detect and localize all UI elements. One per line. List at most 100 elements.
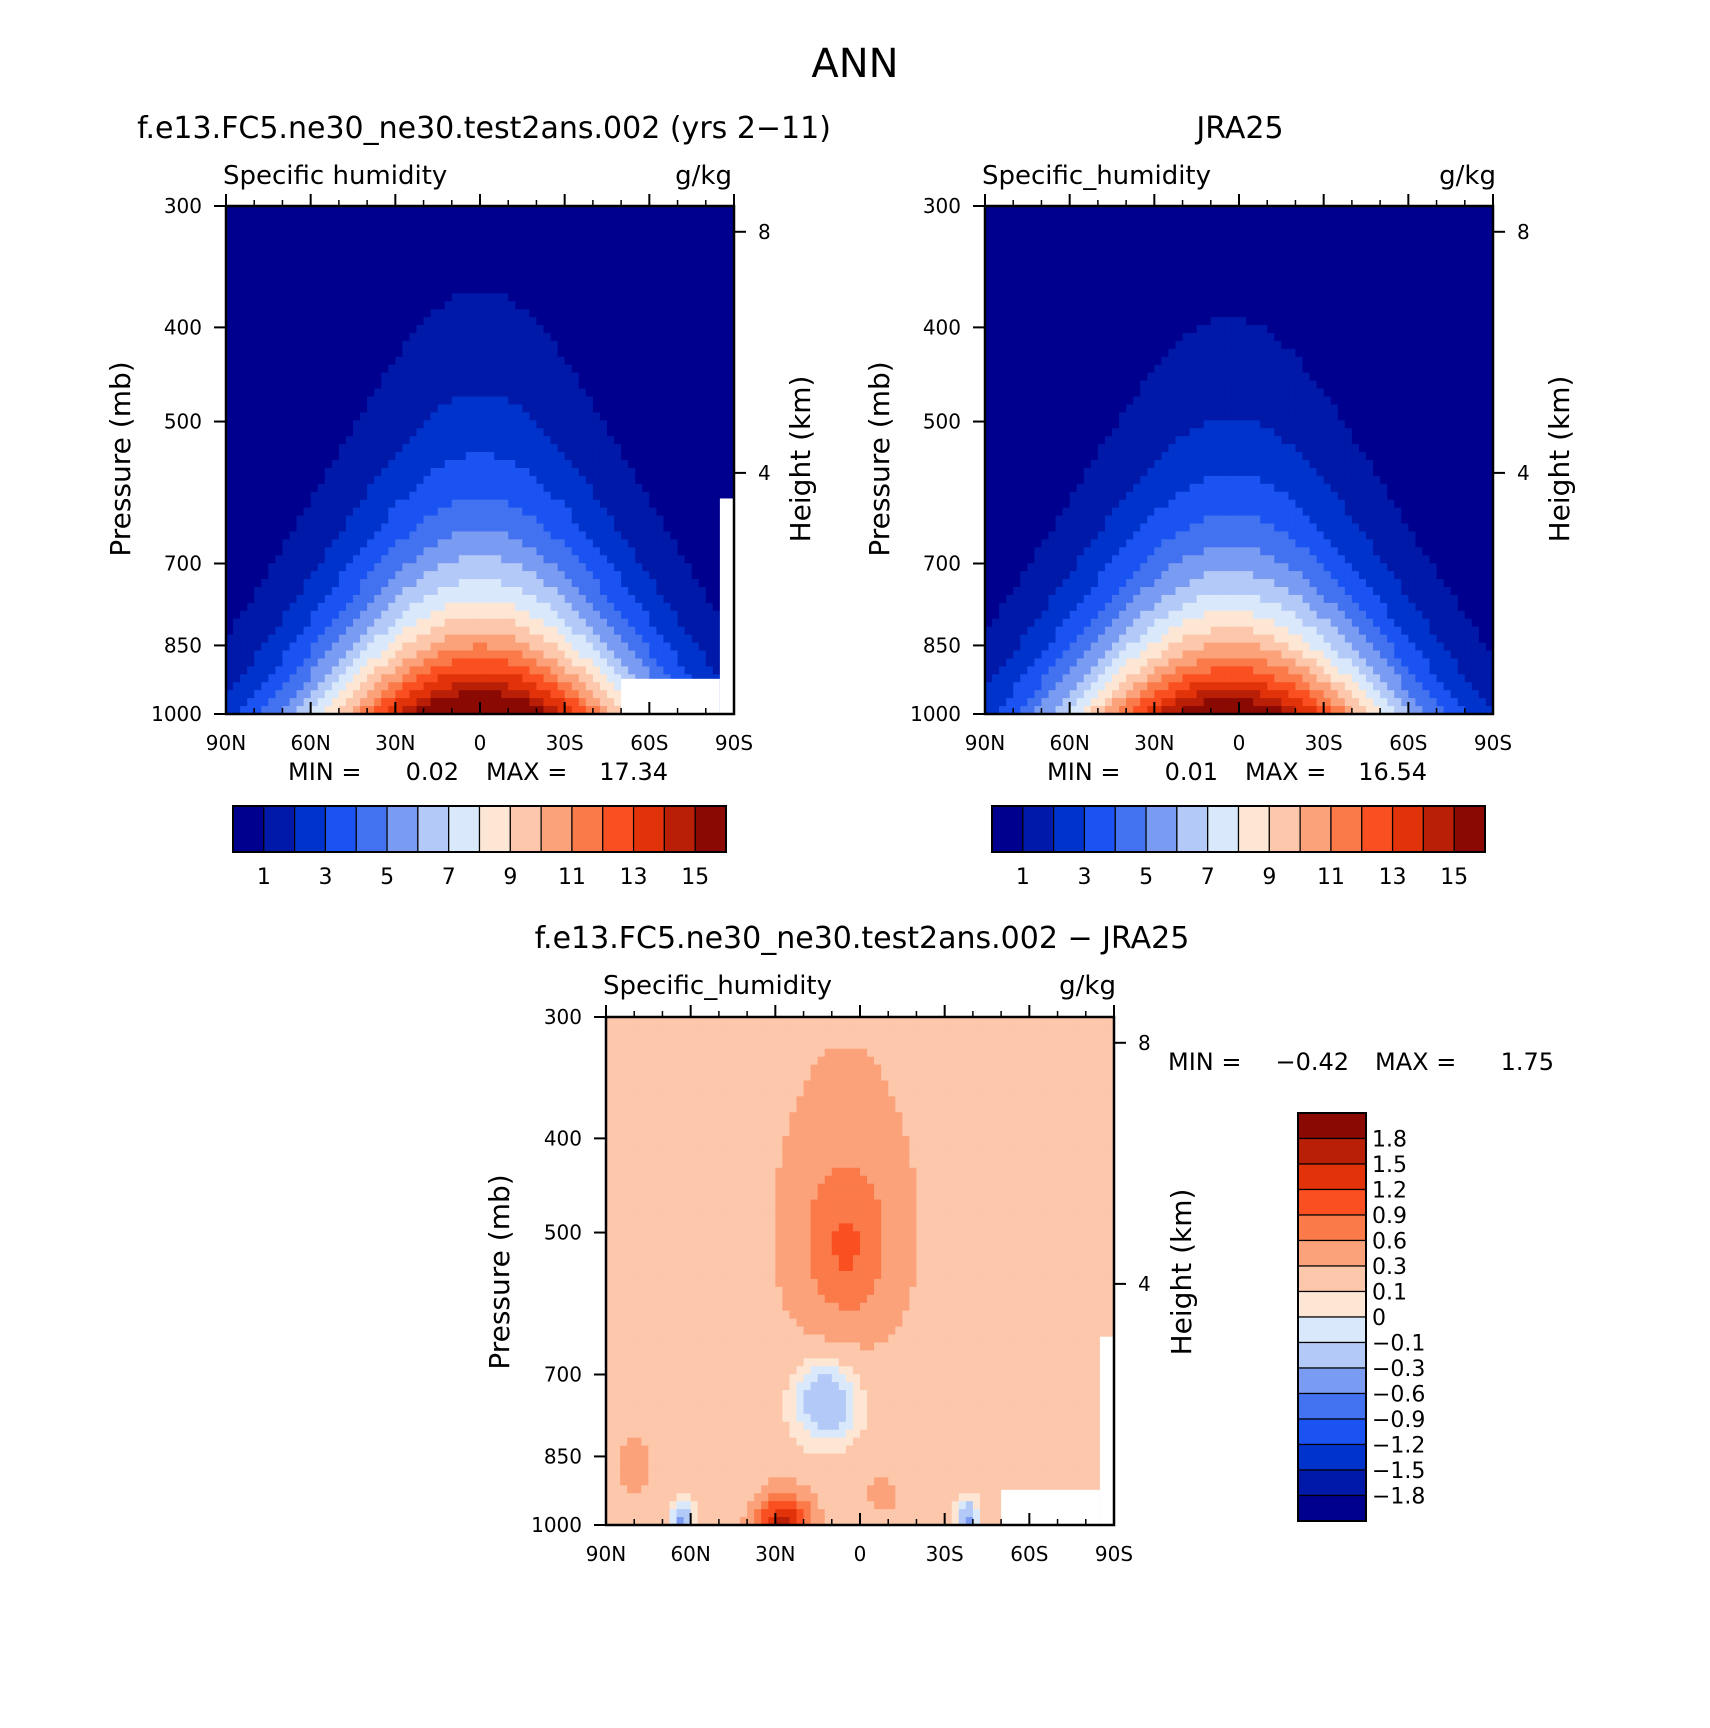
contour-cell <box>226 261 234 271</box>
contour-cell <box>310 372 319 382</box>
contour-cell <box>444 690 453 699</box>
contour-cell <box>233 658 241 667</box>
contour-cell <box>508 325 516 334</box>
contour-cell <box>564 213 573 223</box>
contour-cell <box>487 460 495 469</box>
contour-cell <box>480 293 488 302</box>
contour-cell <box>578 467 587 477</box>
contour-cell <box>451 333 460 342</box>
contour-cell <box>310 285 319 294</box>
contour-cell <box>607 380 615 390</box>
contour-cell <box>621 626 629 636</box>
contour-cell <box>409 706 418 715</box>
contour-cell <box>458 610 467 620</box>
contour-cell <box>402 467 411 477</box>
contour-cell <box>360 571 368 580</box>
contour-cell <box>437 547 446 556</box>
contour-cell <box>592 483 601 493</box>
contour-cell <box>331 356 340 366</box>
contour-cell <box>381 491 389 501</box>
contour-cell <box>494 523 502 533</box>
contour-cell <box>536 285 545 294</box>
contour-cell <box>261 213 269 223</box>
contour-cell <box>656 285 665 294</box>
contour-cell <box>536 277 545 286</box>
contour-cell <box>649 436 657 445</box>
contour-cell <box>607 698 615 707</box>
contour-cell <box>684 388 693 398</box>
contour-cell <box>719 475 728 485</box>
contour-cell <box>585 348 594 358</box>
contour-cell <box>529 587 538 596</box>
contour-cell <box>1027 213 1035 223</box>
contour-cell <box>331 348 340 358</box>
contour-cell <box>465 396 474 406</box>
contour-cell <box>331 650 340 660</box>
contour-cell <box>268 626 276 636</box>
contour-cell <box>1090 229 1099 239</box>
contour-cell <box>642 658 650 667</box>
contour-cell <box>402 396 411 406</box>
contour-cell <box>444 666 453 675</box>
contour-cell <box>578 706 587 715</box>
contour-cell <box>247 618 255 628</box>
contour-cell <box>1126 213 1134 223</box>
contour-cell <box>226 483 234 493</box>
contour-cell <box>289 364 298 374</box>
contour-cell <box>275 340 284 350</box>
contour-cell <box>310 594 319 604</box>
contour-cell <box>444 571 453 580</box>
contour-cell <box>402 475 411 485</box>
contour-cell <box>247 698 255 707</box>
contour-cell <box>564 444 573 453</box>
contour-cell <box>550 515 559 525</box>
contour-cell <box>557 444 566 453</box>
contour-cell <box>268 515 276 525</box>
contour-cell <box>578 428 587 437</box>
contour-cell <box>353 555 361 564</box>
contour-cell <box>494 325 502 334</box>
contour-cell <box>268 642 276 652</box>
contour-cell <box>282 682 291 691</box>
contour-cell <box>374 531 382 540</box>
contour-cell <box>268 221 276 231</box>
contour-cell <box>656 539 665 548</box>
x-tick-label: 90N <box>206 731 246 755</box>
contour-cell <box>381 261 389 271</box>
contour-cell <box>416 261 425 271</box>
contour-cell <box>423 658 432 667</box>
contour-cell <box>324 340 333 350</box>
contour-cell <box>670 547 679 556</box>
contour-cell <box>607 594 615 604</box>
contour-cell <box>677 333 686 342</box>
figure-title: ANN <box>811 41 898 87</box>
contour-cell <box>642 634 650 644</box>
contour-cell <box>444 650 453 660</box>
contour-cell <box>367 317 375 326</box>
contour-cell <box>444 293 453 302</box>
contour-cell <box>571 436 580 445</box>
contour-cell <box>444 436 453 445</box>
contour-cell <box>508 475 516 485</box>
contour-cell <box>423 499 432 509</box>
contour-cell <box>628 563 636 572</box>
contour-cell <box>374 237 382 247</box>
contour-cell <box>451 253 460 263</box>
contour-cell <box>515 356 523 366</box>
contour-cell <box>571 237 580 247</box>
contour-cell <box>557 602 566 612</box>
contour-cell <box>458 555 467 564</box>
contour-cell <box>430 317 439 326</box>
contour-cell <box>684 428 693 437</box>
contour-cell <box>515 658 523 667</box>
contour-cell <box>1267 229 1275 239</box>
contour-cell <box>522 531 530 540</box>
contour-cell <box>465 618 474 628</box>
contour-cell <box>592 412 601 421</box>
contour-cell <box>268 364 276 374</box>
contour-cell <box>705 396 714 406</box>
contour-cell <box>1267 221 1275 231</box>
contour-cell <box>303 618 312 628</box>
contour-cell <box>614 388 622 398</box>
contour-cell <box>247 626 255 636</box>
